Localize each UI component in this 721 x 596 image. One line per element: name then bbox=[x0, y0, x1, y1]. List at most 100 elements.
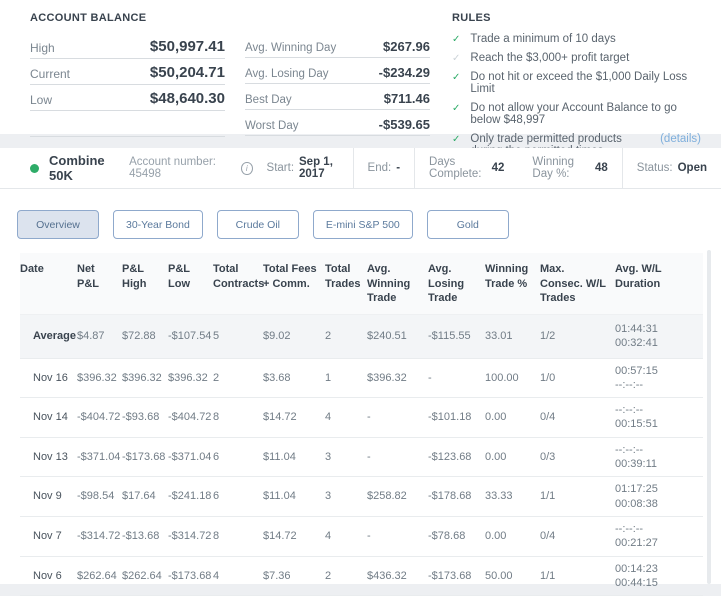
column-header: Avg. Winning Trade bbox=[367, 253, 428, 315]
stat-value: -$234.29 bbox=[378, 65, 430, 80]
rule-item: ✓ Do not allow your Account Balance to g… bbox=[452, 102, 701, 126]
avg-wl-duration-cell: --:--:-- 00:21:27 bbox=[615, 522, 658, 550]
stat-row bbox=[30, 111, 225, 137]
table-scrollbar[interactable] bbox=[707, 250, 711, 584]
total-contracts-cell: 8 bbox=[213, 411, 220, 424]
day-stats-rows: Avg. Winning Day $267.96 Avg. Losing Day… bbox=[245, 32, 430, 136]
tab[interactable]: Overview bbox=[17, 210, 99, 239]
column-header: Net P&L bbox=[77, 253, 122, 315]
table-row[interactable]: Nov 13 -$371.04 -$173.68 -$371.04 6 $11.… bbox=[20, 437, 703, 477]
max-consec-cell: 1/1 bbox=[540, 569, 556, 582]
rules-title: RULES bbox=[452, 12, 491, 24]
meta-value: Sep 1, 2017 bbox=[299, 156, 333, 180]
avg-winning-trade-cell: $436.32 bbox=[367, 569, 407, 582]
avg-losing-trade-cell: -$101.18 bbox=[428, 411, 472, 424]
combine-meta-item: Status: Open bbox=[621, 148, 721, 188]
combine-meta-item: Days Complete: 42 bbox=[414, 148, 518, 188]
winning-trade-pct-cell: 50.00 bbox=[485, 569, 513, 582]
check-icon: ✓ bbox=[452, 72, 461, 83]
pnl-high-cell: $396.32 bbox=[122, 371, 162, 384]
winning-trade-pct-cell: 100.00 bbox=[485, 371, 519, 384]
table-row[interactable]: Nov 9 -$98.54 $17.64 -$241.18 6 $11.04 3… bbox=[20, 477, 703, 517]
meta-value: 48 bbox=[595, 162, 608, 174]
column-header: Date bbox=[20, 253, 77, 315]
avg-wl-duration-cell: 00:14:23 00:44:15 bbox=[615, 562, 658, 589]
day-stats-panel: Avg. Winning Day $267.96 Avg. Losing Day… bbox=[245, 12, 430, 136]
table-row[interactable]: Nov 6 $262.64 $262.64 -$173.68 4 $7.36 2… bbox=[20, 556, 703, 596]
tab[interactable]: E-mini S&P 500 bbox=[312, 210, 413, 239]
meta-label: Winning Day %: bbox=[532, 156, 574, 180]
stat-row: Best Day $711.46 bbox=[245, 84, 430, 110]
account-balance-rows: High $50,997.41 Current $50,204.71 Low $… bbox=[30, 33, 225, 137]
meta-label: End: bbox=[367, 162, 392, 174]
avg-losing-trade-cell: -$173.68 bbox=[428, 569, 472, 582]
table-header-row: Date Net P&L P&L High P&L Low Total Cont… bbox=[20, 253, 703, 315]
winning-trade-pct-cell: 33.01 bbox=[485, 329, 513, 342]
pnl-high-cell: $262.64 bbox=[122, 569, 162, 582]
combine-meta: Start: Sep 1, 2017 End: - Days Complete:… bbox=[253, 148, 721, 188]
net-pnl-cell: -$314.72 bbox=[77, 530, 121, 543]
meta-value: 42 bbox=[491, 162, 505, 174]
rule-text: Reach the $3,000+ profit target bbox=[470, 52, 630, 64]
max-consec-cell: 0/4 bbox=[540, 530, 556, 543]
avg-wl-duration-cell: 01:44:31 00:32:41 bbox=[615, 322, 658, 350]
date-cell: Nov 7 bbox=[33, 530, 62, 543]
date-cell: Nov 14 bbox=[33, 411, 68, 424]
pnl-high-cell: -$93.68 bbox=[122, 411, 160, 424]
pnl-low-cell: -$371.04 bbox=[168, 450, 212, 463]
total-fees-cell: $11.04 bbox=[263, 450, 296, 463]
combine-name: Combine 50K bbox=[49, 153, 105, 183]
net-pnl-cell: -$371.04 bbox=[77, 450, 121, 463]
stat-row: High $50,997.41 bbox=[30, 33, 225, 59]
total-trades-cell: 2 bbox=[325, 329, 332, 342]
stat-label: Avg. Winning Day bbox=[245, 42, 337, 54]
performance-table: Date Net P&L P&L High P&L Low Total Cont… bbox=[20, 253, 703, 596]
date-cell: Nov 9 bbox=[33, 490, 62, 503]
details-link[interactable]: (details) bbox=[660, 133, 701, 145]
status-dot-icon bbox=[30, 163, 39, 173]
tab[interactable]: 30-Year Bond bbox=[113, 210, 203, 239]
table-row[interactable]: Nov 7 -$314.72 -$13.68 -$314.72 8 $14.72… bbox=[20, 516, 703, 557]
column-header: Total Contracts bbox=[213, 253, 264, 315]
total-fees-cell: $14.72 bbox=[263, 530, 297, 543]
net-pnl-cell: -$98.54 bbox=[77, 490, 115, 503]
stat-value: $267.96 bbox=[383, 39, 430, 54]
total-fees-cell: $9.02 bbox=[263, 329, 291, 342]
avg-wl-duration-cell: --:--:-- 00:39:11 bbox=[615, 443, 658, 471]
column-header: Avg. Losing Trade bbox=[428, 253, 485, 315]
table-row[interactable]: Average $4.87 $72.88 -$107.54 5 $9.02 2 … bbox=[20, 314, 703, 359]
total-fees-cell: $14.72 bbox=[263, 411, 297, 424]
total-contracts-cell: 6 bbox=[213, 490, 220, 503]
winning-trade-pct-cell: 33.33 bbox=[485, 490, 513, 503]
combine-meta-item: Winning Day %: 48 bbox=[518, 148, 621, 188]
date-cell: Average bbox=[33, 329, 77, 342]
info-icon[interactable]: i bbox=[240, 161, 253, 175]
total-trades-cell: 2 bbox=[325, 569, 332, 582]
date-cell: Nov 13 bbox=[33, 450, 68, 463]
net-pnl-cell: $4.87 bbox=[77, 329, 105, 342]
stat-value: $711.46 bbox=[383, 91, 430, 106]
avg-winning-trade-cell: - bbox=[367, 530, 371, 543]
table-row[interactable]: Nov 14 -$404.72 -$93.68 -$404.72 8 $14.7… bbox=[20, 398, 703, 438]
stat-label: Avg. Losing Day bbox=[245, 68, 329, 80]
rule-item: ✓ Trade a minimum of 10 days bbox=[452, 33, 701, 45]
tab[interactable]: Gold bbox=[426, 210, 509, 239]
column-header: P&L Low bbox=[168, 253, 213, 315]
stat-label: Worst Day bbox=[245, 120, 299, 132]
check-icon: ✓ bbox=[452, 103, 461, 114]
stat-value: -$539.65 bbox=[378, 117, 430, 132]
stat-row: Current $50,204.71 bbox=[30, 59, 225, 85]
total-trades-cell: 4 bbox=[325, 530, 332, 543]
total-contracts-cell: 5 bbox=[213, 329, 220, 342]
meta-value: Open bbox=[677, 162, 707, 174]
table-row[interactable]: Nov 16 $396.32 $396.32 $396.32 2 $3.68 1… bbox=[20, 358, 703, 398]
winning-trade-pct-cell: 0.00 bbox=[485, 450, 507, 463]
account-number-label: Account number: 45498 bbox=[129, 156, 216, 180]
combine-meta-item: End: - bbox=[352, 148, 415, 188]
stat-label: Low bbox=[30, 93, 53, 107]
tab[interactable]: Crude Oil bbox=[216, 210, 299, 239]
meta-value: - bbox=[396, 162, 401, 174]
rule-item: ✓ Reach the $3,000+ profit target bbox=[452, 52, 701, 64]
date-cell: Nov 6 bbox=[33, 569, 62, 582]
avg-losing-trade-cell: -$78.68 bbox=[428, 530, 466, 543]
